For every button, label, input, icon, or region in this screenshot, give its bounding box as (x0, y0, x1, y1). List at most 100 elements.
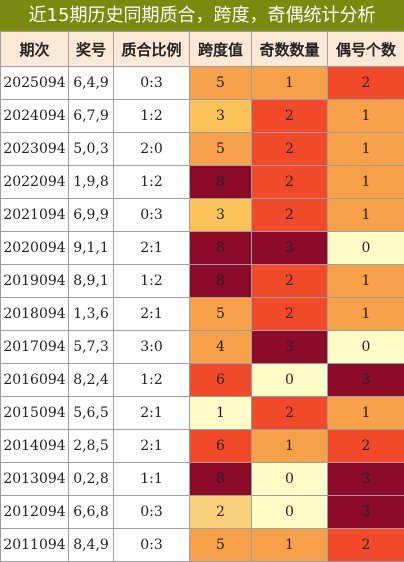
cell-period: 2017094 (1, 331, 69, 364)
cell-span: 4 (190, 331, 252, 364)
cell-odd: 2 (252, 100, 328, 133)
header-span: 跨度值 (190, 32, 252, 67)
cell-odd: 1 (252, 430, 328, 463)
cell-odd: 1 (252, 529, 328, 562)
cell-even: 2 (328, 430, 404, 463)
cell-period: 2016094 (1, 364, 69, 397)
cell-span: 5 (190, 298, 252, 331)
header-numbers: 奖号 (69, 32, 114, 67)
cell-ratio: 1:2 (114, 100, 190, 133)
cell-odd: 2 (252, 265, 328, 298)
cell-numbers: 0,2,8 (69, 463, 114, 496)
cell-even: 1 (328, 298, 404, 331)
cell-odd: 2 (252, 199, 328, 232)
cell-ratio: 0:3 (114, 496, 190, 529)
cell-ratio: 1:2 (114, 265, 190, 298)
cell-span: 8 (190, 166, 252, 199)
cell-period: 2025094 (1, 67, 69, 100)
cell-period: 2018094 (1, 298, 69, 331)
cell-odd: 2 (252, 133, 328, 166)
cell-ratio: 0:3 (114, 529, 190, 562)
cell-period: 2022094 (1, 166, 69, 199)
cell-even: 1 (328, 133, 404, 166)
cell-span: 3 (190, 199, 252, 232)
cell-numbers: 5,7,3 (69, 331, 114, 364)
cell-numbers: 5,0,3 (69, 133, 114, 166)
cell-period: 2014094 (1, 430, 69, 463)
cell-span: 5 (190, 133, 252, 166)
cell-period: 2015094 (1, 397, 69, 430)
cell-numbers: 8,4,9 (69, 529, 114, 562)
cell-even: 2 (328, 529, 404, 562)
cell-even: 0 (328, 232, 404, 265)
cell-odd: 3 (252, 331, 328, 364)
cell-numbers: 9,1,1 (69, 232, 114, 265)
cell-even: 1 (328, 397, 404, 430)
cell-period: 2013094 (1, 463, 69, 496)
cell-even: 1 (328, 199, 404, 232)
cell-ratio: 3:0 (114, 331, 190, 364)
cell-numbers: 6,9,9 (69, 199, 114, 232)
cell-odd: 0 (252, 496, 328, 529)
cell-span: 1 (190, 397, 252, 430)
cell-ratio: 2:0 (114, 133, 190, 166)
cell-span: 3 (190, 100, 252, 133)
cell-even: 1 (328, 100, 404, 133)
header-row: 期次 奖号 质合比例 跨度值 奇数数量 偶号个数 (1, 32, 404, 67)
cell-span: 6 (190, 430, 252, 463)
cell-period: 2021094 (1, 199, 69, 232)
cell-ratio: 2:1 (114, 232, 190, 265)
cell-ratio: 2:1 (114, 430, 190, 463)
cell-odd: 0 (252, 364, 328, 397)
cell-span: 2 (190, 496, 252, 529)
cell-period: 2024094 (1, 100, 69, 133)
cell-numbers: 1,9,8 (69, 166, 114, 199)
cell-even: 2 (328, 67, 404, 100)
page-title: 近15期历史同期质合，跨度，奇偶统计分析 (0, 0, 404, 31)
cell-odd: 2 (252, 166, 328, 199)
cell-numbers: 2,8,5 (69, 430, 114, 463)
cell-span: 5 (190, 67, 252, 100)
cell-period: 2023094 (1, 133, 69, 166)
cell-numbers: 1,3,6 (69, 298, 114, 331)
cell-ratio: 0:3 (114, 199, 190, 232)
cell-ratio: 1:1 (114, 463, 190, 496)
cell-span: 8 (190, 463, 252, 496)
header-ratio: 质合比例 (114, 32, 190, 67)
cell-period: 2012094 (1, 496, 69, 529)
cell-even: 1 (328, 166, 404, 199)
cell-numbers: 8,2,4 (69, 364, 114, 397)
cell-odd: 0 (252, 463, 328, 496)
cell-odd: 3 (252, 232, 328, 265)
header-even: 偶号个数 (328, 32, 404, 67)
cell-span: 8 (190, 232, 252, 265)
cell-numbers: 6,4,9 (69, 67, 114, 100)
cell-even: 1 (328, 265, 404, 298)
cell-period: 2011094 (1, 529, 69, 562)
cell-odd: 2 (252, 397, 328, 430)
cell-period: 2019094 (1, 265, 69, 298)
cell-numbers: 6,7,9 (69, 100, 114, 133)
header-period: 期次 (1, 32, 69, 67)
cell-span: 6 (190, 364, 252, 397)
cell-period: 2020094 (1, 232, 69, 265)
cell-ratio: 1:2 (114, 166, 190, 199)
cell-numbers: 8,9,1 (69, 265, 114, 298)
cell-ratio: 0:3 (114, 67, 190, 100)
